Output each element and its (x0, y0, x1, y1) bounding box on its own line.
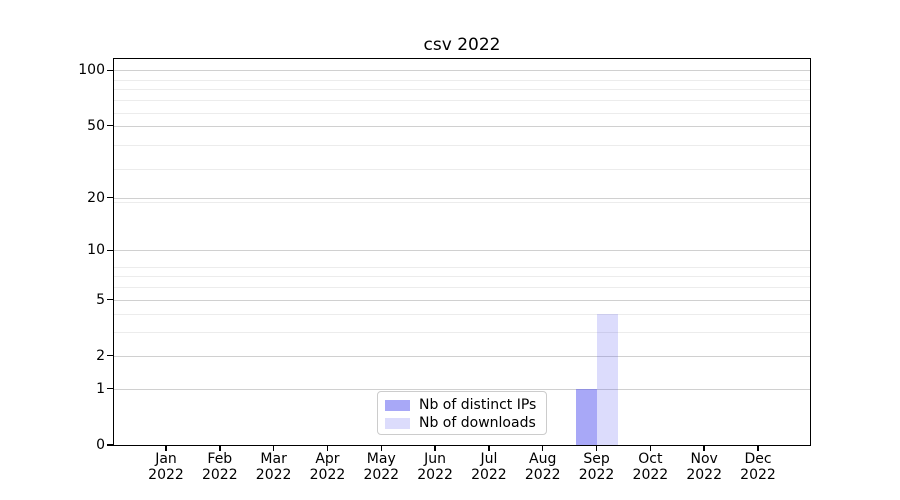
y-tick-label: 50 (87, 117, 105, 134)
y-tick-mark (107, 444, 113, 446)
legend-label: Nb of downloads (419, 415, 536, 431)
x-tick-label-year: 2022 (148, 466, 184, 483)
y-tick-label: 0 (96, 437, 105, 453)
x-tick-label-month: Apr (315, 451, 340, 467)
x-tick-mark (488, 445, 490, 451)
x-tick-label: Feb 2022 (188, 451, 252, 483)
y-tick-mark (107, 197, 113, 199)
gridline-major (114, 197, 810, 199)
bar-downloads-sep (596, 314, 618, 445)
gridline-major (114, 70, 810, 72)
x-tick-label: Dec 2022 (726, 451, 790, 483)
x-tick-label: Jun 2022 (403, 451, 467, 483)
x-tick-label-month: Dec (744, 451, 772, 467)
gridline-major (114, 388, 810, 390)
gridline-minor (114, 201, 810, 203)
x-tick-label-year: 2022 (740, 466, 776, 483)
x-tick-label-year: 2022 (686, 466, 722, 483)
y-tick-mark (107, 69, 113, 71)
x-tick-label: Apr 2022 (295, 451, 359, 483)
gridline-minor (114, 79, 810, 81)
x-tick-label-year: 2022 (363, 466, 400, 483)
x-tick-label: Sep 2022 (565, 451, 629, 483)
x-tick-mark (219, 445, 221, 451)
gridline-minor (114, 314, 810, 316)
x-tick-label-year: 2022 (417, 466, 453, 483)
x-tick-label-month: Jan (155, 451, 177, 467)
x-tick-label: Mar 2022 (242, 451, 306, 483)
x-tick-mark (434, 445, 436, 451)
x-tick-mark (757, 445, 759, 451)
plot-area (113, 58, 811, 446)
x-tick-label-year: 2022 (578, 466, 615, 483)
y-tick-label: 100 (78, 62, 105, 79)
x-tick-label-month: Jul (480, 451, 498, 467)
x-tick-mark (595, 445, 598, 451)
x-tick-label-month: Sep (583, 451, 610, 467)
legend: Nb of distinct IPs Nb of downloads (377, 391, 547, 435)
x-tick-label-year: 2022 (309, 466, 346, 483)
x-tick-label: Jul 2022 (457, 451, 521, 483)
y-tick-label: 5 (96, 291, 105, 308)
gridline-minor (114, 112, 810, 114)
bar-distinct-ips-sep (575, 388, 597, 445)
gridline-minor (114, 145, 810, 147)
gridline-minor (114, 266, 810, 268)
x-tick-label-month: Aug (529, 451, 557, 467)
y-tick-mark (107, 355, 113, 357)
legend-label: Nb of distinct IPs (419, 397, 537, 413)
x-tick-label: Oct 2022 (618, 451, 682, 483)
x-tick-label-month: Feb (207, 451, 233, 467)
y-tick-mark (107, 249, 113, 251)
x-tick-label-year: 2022 (632, 466, 669, 483)
gridline-major (114, 299, 810, 301)
y-tick-label: 2 (96, 347, 105, 364)
x-tick-label-year: 2022 (255, 466, 292, 483)
x-tick-label: May 2022 (349, 451, 413, 483)
gridline-minor (114, 168, 810, 170)
y-tick-label: 10 (87, 242, 105, 259)
x-tick-mark (380, 445, 382, 451)
x-tick-label-month: Oct (638, 451, 663, 467)
x-tick-mark (542, 445, 544, 451)
legend-swatch (385, 417, 410, 429)
x-tick-label-year: 2022 (524, 466, 561, 483)
y-tick-label: 20 (87, 189, 105, 206)
x-tick-label: Aug 2022 (511, 451, 575, 483)
y-tick-label: 1 (96, 380, 105, 397)
x-tick-mark (165, 445, 167, 451)
legend-entry: Nb of distinct IPs (385, 396, 546, 414)
legend-entry: Nb of downloads (385, 414, 546, 432)
y-tick-mark (107, 388, 113, 390)
x-tick-mark (272, 445, 275, 451)
x-tick-label-month: Nov (690, 451, 718, 467)
x-tick-mark (326, 445, 329, 451)
chart-title: csv 2022 (423, 35, 501, 55)
x-tick-mark (649, 445, 652, 451)
legend-swatch (385, 399, 410, 411)
x-tick-label-month: Mar (260, 451, 287, 467)
gridline-minor (114, 332, 810, 334)
gridline-major (114, 355, 810, 357)
gridline-minor (114, 276, 810, 278)
x-tick-label: Nov 2022 (672, 451, 736, 483)
x-tick-label-month: May (366, 451, 396, 467)
x-tick-label-year: 2022 (471, 466, 507, 483)
x-tick-label-month: Jun (424, 451, 447, 467)
x-tick-label-year: 2022 (201, 466, 238, 483)
gridline-minor (114, 89, 810, 91)
y-tick-mark (107, 298, 113, 301)
gridline-major (114, 125, 810, 127)
y-tick-mark (107, 125, 113, 127)
x-tick-label: Jan 2022 (134, 451, 198, 483)
x-tick-mark (703, 445, 705, 451)
gridline-minor (114, 100, 810, 101)
gridline-minor (114, 286, 810, 288)
gridline-major (114, 250, 810, 252)
